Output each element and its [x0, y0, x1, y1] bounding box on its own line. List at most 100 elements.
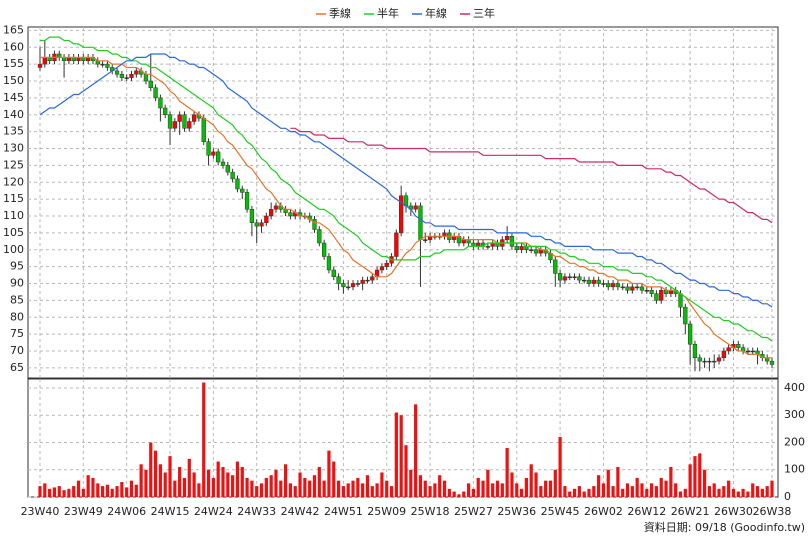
x-tick-label: 23W40 — [21, 505, 60, 518]
y-tick-label: 85 — [10, 293, 24, 306]
volume-bar — [255, 486, 259, 497]
volume-bar — [467, 483, 471, 497]
y-tick-label: 150 — [3, 74, 24, 87]
volume-bar — [293, 486, 297, 497]
volume-bar — [284, 464, 288, 497]
candle-body — [557, 273, 563, 281]
candle-body — [586, 279, 592, 284]
volume-bar — [322, 480, 326, 497]
candle-body — [654, 293, 659, 301]
volume-bar — [308, 480, 312, 497]
volume-bar — [173, 480, 177, 497]
volume-bar — [76, 480, 81, 497]
volume-bar — [57, 486, 61, 497]
candle-body — [273, 205, 279, 210]
volume-bar — [481, 480, 485, 497]
candle-body — [707, 360, 712, 363]
volume-bar — [544, 480, 548, 497]
candle-body — [659, 290, 664, 301]
volume-bar — [625, 483, 630, 497]
volume-bar — [327, 450, 331, 497]
volume-bar — [288, 483, 293, 497]
volume-bar — [572, 488, 577, 497]
candle-body — [321, 242, 327, 257]
volume-bar — [365, 475, 370, 497]
candle-body — [610, 283, 616, 288]
candle-body — [119, 74, 125, 78]
volume-bar — [616, 467, 620, 497]
candle-body — [625, 286, 630, 291]
volume-bar — [235, 461, 240, 497]
volume-bar — [650, 483, 654, 497]
candle-body — [143, 74, 149, 82]
volume-bar — [601, 483, 606, 497]
volume-bar — [447, 488, 451, 497]
ma-line — [290, 127, 773, 224]
volume-bar — [418, 475, 423, 497]
volume-bar — [101, 486, 105, 497]
y-tick-label: 165 — [3, 23, 24, 36]
volume-bar — [389, 486, 394, 497]
volume-bar — [414, 404, 418, 497]
candle-body — [105, 63, 110, 68]
x-tick-label: 24W42 — [281, 505, 320, 518]
candle-body — [745, 350, 751, 353]
volume-bar — [553, 469, 557, 497]
volume-bar — [510, 472, 514, 497]
candle-body — [591, 279, 596, 284]
volume-bar — [269, 475, 273, 497]
y-tick-label: 105 — [3, 226, 24, 239]
candle-body — [736, 344, 741, 348]
volume-bar — [770, 480, 774, 497]
volume-bar — [751, 483, 755, 497]
candle-body — [750, 350, 755, 353]
volume-tick-label: 100 — [784, 463, 805, 476]
volume-bar — [153, 450, 158, 497]
volume-bar — [91, 477, 95, 497]
candle-body — [485, 246, 491, 248]
volume-bar — [688, 464, 692, 497]
candle-body — [712, 360, 717, 363]
volume-bar — [722, 486, 726, 497]
volume-bar — [755, 486, 760, 497]
candle-body — [230, 171, 235, 180]
candle-body — [167, 114, 173, 129]
candle-body — [42, 57, 47, 65]
candle-body — [509, 236, 515, 247]
volume-bar — [351, 480, 355, 497]
candle-body — [423, 239, 428, 241]
candle-body — [504, 236, 510, 240]
candle-body — [206, 141, 211, 156]
volume-bar — [746, 491, 750, 497]
candle-body — [177, 114, 182, 122]
y-tick-label: 125 — [3, 158, 24, 171]
volume-bar — [664, 480, 668, 497]
volume-bar — [693, 456, 697, 497]
volume-bar — [539, 486, 543, 497]
volume-bar — [149, 442, 153, 497]
volume-bar — [163, 472, 167, 497]
candle-body — [606, 283, 611, 288]
candle-body — [582, 279, 587, 282]
y-tick-label: 120 — [3, 175, 24, 188]
volume-bar — [211, 477, 215, 497]
candle-body — [678, 293, 683, 308]
volume-bar — [582, 491, 586, 497]
candle-body — [148, 80, 153, 88]
volume-bar — [702, 469, 707, 497]
candle-body — [129, 74, 134, 78]
volume-bar — [43, 483, 47, 497]
candle-body — [567, 276, 572, 278]
volume-bar — [433, 483, 437, 497]
volume-bar — [105, 484, 110, 497]
candle-body — [644, 290, 649, 292]
volume-bar — [361, 483, 365, 497]
y-tick-label: 70 — [10, 344, 24, 357]
volume-bar — [524, 477, 528, 497]
candle-body — [413, 205, 418, 210]
volume-bar — [462, 491, 466, 497]
candle-body — [615, 283, 621, 288]
legend-label: 半年 — [377, 6, 399, 20]
volume-bar — [678, 491, 683, 497]
volume-bar — [120, 482, 124, 497]
